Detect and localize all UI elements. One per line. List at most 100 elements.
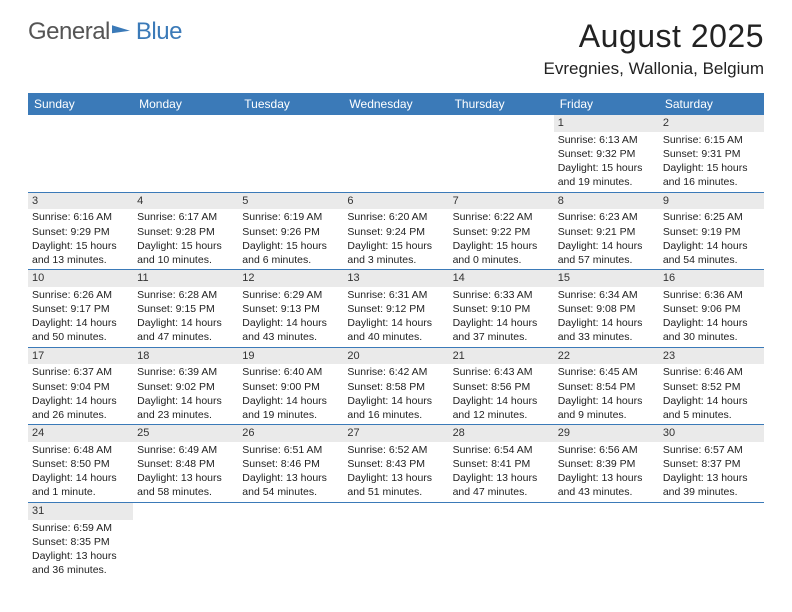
day-number: 18 [133,348,238,365]
calendar-day-cell [133,502,238,579]
sunset-text: Sunset: 8:52 PM [663,380,760,394]
day-number: 9 [659,193,764,210]
calendar-day-cell: 13Sunrise: 6:31 AMSunset: 9:12 PMDayligh… [343,270,448,348]
weekday-header: Monday [133,93,238,115]
sunrise-text: Sunrise: 6:48 AM [32,443,129,457]
daylight-text: Daylight: 14 hours and 37 minutes. [453,316,550,344]
sunset-text: Sunset: 8:50 PM [32,457,129,471]
calendar-day-cell: 19Sunrise: 6:40 AMSunset: 9:00 PMDayligh… [238,347,343,425]
day-details: Sunrise: 6:52 AMSunset: 8:43 PMDaylight:… [343,442,448,502]
day-details: Sunrise: 6:39 AMSunset: 9:02 PMDaylight:… [133,364,238,424]
day-details: Sunrise: 6:33 AMSunset: 9:10 PMDaylight:… [449,287,554,347]
calendar-day-cell [28,115,133,192]
calendar-day-cell [343,115,448,192]
weekday-header-row: SundayMondayTuesdayWednesdayThursdayFrid… [28,93,764,115]
calendar-day-cell: 6Sunrise: 6:20 AMSunset: 9:24 PMDaylight… [343,192,448,270]
day-details: Sunrise: 6:20 AMSunset: 9:24 PMDaylight:… [343,209,448,269]
sunrise-text: Sunrise: 6:15 AM [663,133,760,147]
day-details: Sunrise: 6:16 AMSunset: 9:29 PMDaylight:… [28,209,133,269]
day-number: 13 [343,270,448,287]
calendar-day-cell: 2Sunrise: 6:15 AMSunset: 9:31 PMDaylight… [659,115,764,192]
weekday-header: Tuesday [238,93,343,115]
calendar-day-cell: 1Sunrise: 6:13 AMSunset: 9:32 PMDaylight… [554,115,659,192]
day-number: 17 [28,348,133,365]
daylight-text: Daylight: 13 hours and 51 minutes. [347,471,444,499]
calendar-day-cell: 16Sunrise: 6:36 AMSunset: 9:06 PMDayligh… [659,270,764,348]
day-number: 3 [28,193,133,210]
sunrise-text: Sunrise: 6:25 AM [663,210,760,224]
sunset-text: Sunset: 8:58 PM [347,380,444,394]
daylight-text: Daylight: 14 hours and 12 minutes. [453,394,550,422]
calendar-day-cell: 20Sunrise: 6:42 AMSunset: 8:58 PMDayligh… [343,347,448,425]
daylight-text: Daylight: 14 hours and 5 minutes. [663,394,760,422]
day-number: 2 [659,115,764,132]
day-number: 23 [659,348,764,365]
day-number: 21 [449,348,554,365]
daylight-text: Daylight: 14 hours and 40 minutes. [347,316,444,344]
calendar-week-row: 17Sunrise: 6:37 AMSunset: 9:04 PMDayligh… [28,347,764,425]
daylight-text: Daylight: 14 hours and 50 minutes. [32,316,129,344]
sunrise-text: Sunrise: 6:29 AM [242,288,339,302]
sunrise-text: Sunrise: 6:43 AM [453,365,550,379]
location: Evregnies, Wallonia, Belgium [544,59,764,79]
sunrise-text: Sunrise: 6:59 AM [32,521,129,535]
sunset-text: Sunset: 9:00 PM [242,380,339,394]
sunrise-text: Sunrise: 6:39 AM [137,365,234,379]
day-details: Sunrise: 6:43 AMSunset: 8:56 PMDaylight:… [449,364,554,424]
daylight-text: Daylight: 14 hours and 19 minutes. [242,394,339,422]
calendar-day-cell: 15Sunrise: 6:34 AMSunset: 9:08 PMDayligh… [554,270,659,348]
daylight-text: Daylight: 14 hours and 57 minutes. [558,239,655,267]
sunset-text: Sunset: 8:48 PM [137,457,234,471]
day-number: 8 [554,193,659,210]
daylight-text: Daylight: 15 hours and 0 minutes. [453,239,550,267]
daylight-text: Daylight: 13 hours and 54 minutes. [242,471,339,499]
daylight-text: Daylight: 13 hours and 47 minutes. [453,471,550,499]
sunset-text: Sunset: 8:41 PM [453,457,550,471]
sunrise-text: Sunrise: 6:23 AM [558,210,655,224]
day-details: Sunrise: 6:26 AMSunset: 9:17 PMDaylight:… [28,287,133,347]
day-number: 15 [554,270,659,287]
calendar-body: 1Sunrise: 6:13 AMSunset: 9:32 PMDaylight… [28,115,764,579]
daylight-text: Daylight: 14 hours and 9 minutes. [558,394,655,422]
day-number: 5 [238,193,343,210]
day-number: 25 [133,425,238,442]
calendar-table: SundayMondayTuesdayWednesdayThursdayFrid… [28,93,764,579]
calendar-day-cell [133,115,238,192]
calendar-day-cell [659,502,764,579]
sunset-text: Sunset: 9:10 PM [453,302,550,316]
calendar-day-cell: 12Sunrise: 6:29 AMSunset: 9:13 PMDayligh… [238,270,343,348]
sunrise-text: Sunrise: 6:42 AM [347,365,444,379]
brand-logo: General Blue [28,18,182,46]
day-details: Sunrise: 6:22 AMSunset: 9:22 PMDaylight:… [449,209,554,269]
weekday-header: Wednesday [343,93,448,115]
daylight-text: Daylight: 14 hours and 23 minutes. [137,394,234,422]
sunset-text: Sunset: 8:46 PM [242,457,339,471]
calendar-day-cell: 3Sunrise: 6:16 AMSunset: 9:29 PMDaylight… [28,192,133,270]
day-number: 26 [238,425,343,442]
calendar-week-row: 10Sunrise: 6:26 AMSunset: 9:17 PMDayligh… [28,270,764,348]
day-number: 7 [449,193,554,210]
calendar-day-cell: 21Sunrise: 6:43 AMSunset: 8:56 PMDayligh… [449,347,554,425]
weekday-header: Thursday [449,93,554,115]
day-details: Sunrise: 6:17 AMSunset: 9:28 PMDaylight:… [133,209,238,269]
daylight-text: Daylight: 14 hours and 47 minutes. [137,316,234,344]
sunset-text: Sunset: 8:35 PM [32,535,129,549]
day-number: 31 [28,503,133,520]
sunset-text: Sunset: 9:12 PM [347,302,444,316]
calendar-day-cell: 28Sunrise: 6:54 AMSunset: 8:41 PMDayligh… [449,425,554,503]
calendar-day-cell: 8Sunrise: 6:23 AMSunset: 9:21 PMDaylight… [554,192,659,270]
daylight-text: Daylight: 13 hours and 58 minutes. [137,471,234,499]
day-number: 30 [659,425,764,442]
day-details: Sunrise: 6:31 AMSunset: 9:12 PMDaylight:… [343,287,448,347]
sunset-text: Sunset: 9:19 PM [663,225,760,239]
daylight-text: Daylight: 14 hours and 16 minutes. [347,394,444,422]
brand-general: General [28,18,110,46]
sunset-text: Sunset: 9:29 PM [32,225,129,239]
sunrise-text: Sunrise: 6:37 AM [32,365,129,379]
calendar-day-cell [554,502,659,579]
day-details: Sunrise: 6:59 AMSunset: 8:35 PMDaylight:… [28,520,133,580]
day-details: Sunrise: 6:25 AMSunset: 9:19 PMDaylight:… [659,209,764,269]
daylight-text: Daylight: 13 hours and 39 minutes. [663,471,760,499]
day-number: 4 [133,193,238,210]
calendar-day-cell: 24Sunrise: 6:48 AMSunset: 8:50 PMDayligh… [28,425,133,503]
